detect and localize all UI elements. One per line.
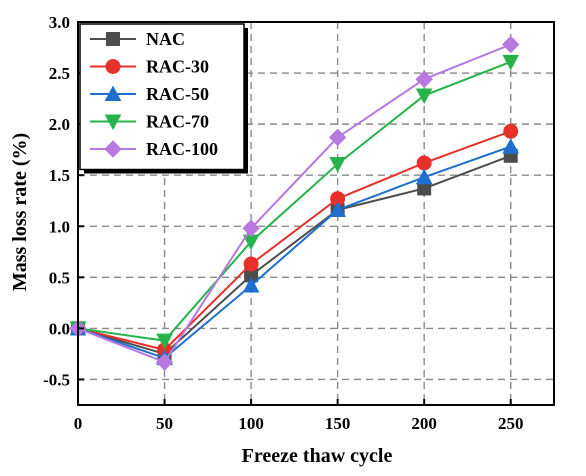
x-tick-label: 50: [156, 414, 173, 433]
x-tick-label: 200: [411, 414, 437, 433]
legend-label: RAC-70: [146, 112, 209, 132]
x-tick-label: 150: [325, 414, 351, 433]
data-point: [243, 256, 259, 272]
legend-label: NAC: [146, 29, 185, 49]
x-tick-label: 250: [498, 414, 524, 433]
data-point: [329, 156, 346, 173]
legend: NAC RAC-30 RAC-50 RAC-70 RAC-100: [79, 23, 248, 174]
y-tick-label: 0.0: [49, 319, 70, 338]
data-point: [156, 333, 173, 350]
data-point: [503, 123, 519, 139]
legend-label: RAC-100: [146, 139, 218, 159]
x-tick-label: 0: [74, 414, 83, 433]
axes-layer: 0 50 100 150 200 250 -0.5 0.0 0.5 1.0 1.5 2.0 2.5 3.0: [43, 13, 555, 433]
y-tick-label: 0.5: [49, 268, 70, 287]
y-tick-label: 1.0: [49, 217, 70, 236]
data-point: [502, 35, 520, 54]
y-tick-label: 3.0: [49, 13, 70, 32]
legend-label: RAC-50: [146, 84, 209, 104]
y-tick-label: 1.5: [49, 166, 70, 185]
legend-item: RAC-70: [90, 112, 209, 132]
data-point: [415, 168, 433, 185]
x-axis-title: Freeze thaw cycle: [242, 445, 393, 467]
legend-item: NAC: [90, 29, 185, 49]
series-line: [77, 43, 512, 364]
series-line: [77, 60, 512, 342]
y-axis-title: Mass loss rate (%): [9, 133, 31, 291]
series-rac-100: [69, 35, 520, 371]
x-tick-label: 100: [238, 414, 264, 433]
legend-item: RAC-30: [90, 57, 209, 77]
data-point: [502, 138, 520, 154]
data-point: [155, 353, 174, 371]
data-point: [329, 201, 346, 217]
plot-frame: [77, 21, 555, 406]
legend-marker: [104, 114, 122, 131]
series-line: [77, 130, 512, 351]
legend-marker: [105, 59, 121, 74]
series-line: [77, 145, 512, 360]
legend-label: RAC-30: [146, 57, 209, 77]
y-tick-label: -0.5: [43, 370, 70, 389]
data-point: [242, 276, 260, 293]
series-line: [77, 154, 512, 356]
y-tick-label: 2.0: [49, 115, 70, 134]
legend-item: RAC-50: [90, 84, 209, 104]
legend-marker: [104, 140, 122, 158]
legend-marker: [104, 85, 122, 101]
legend-marker: [106, 32, 120, 46]
data-point: [415, 88, 433, 105]
data-point: [502, 54, 520, 71]
data-point: [328, 128, 347, 147]
legend-item: RAC-100: [90, 139, 218, 159]
data-point: [242, 219, 260, 238]
y-tick-label: 2.5: [49, 64, 70, 83]
data-point: [415, 70, 433, 88]
data-point: [416, 155, 432, 171]
